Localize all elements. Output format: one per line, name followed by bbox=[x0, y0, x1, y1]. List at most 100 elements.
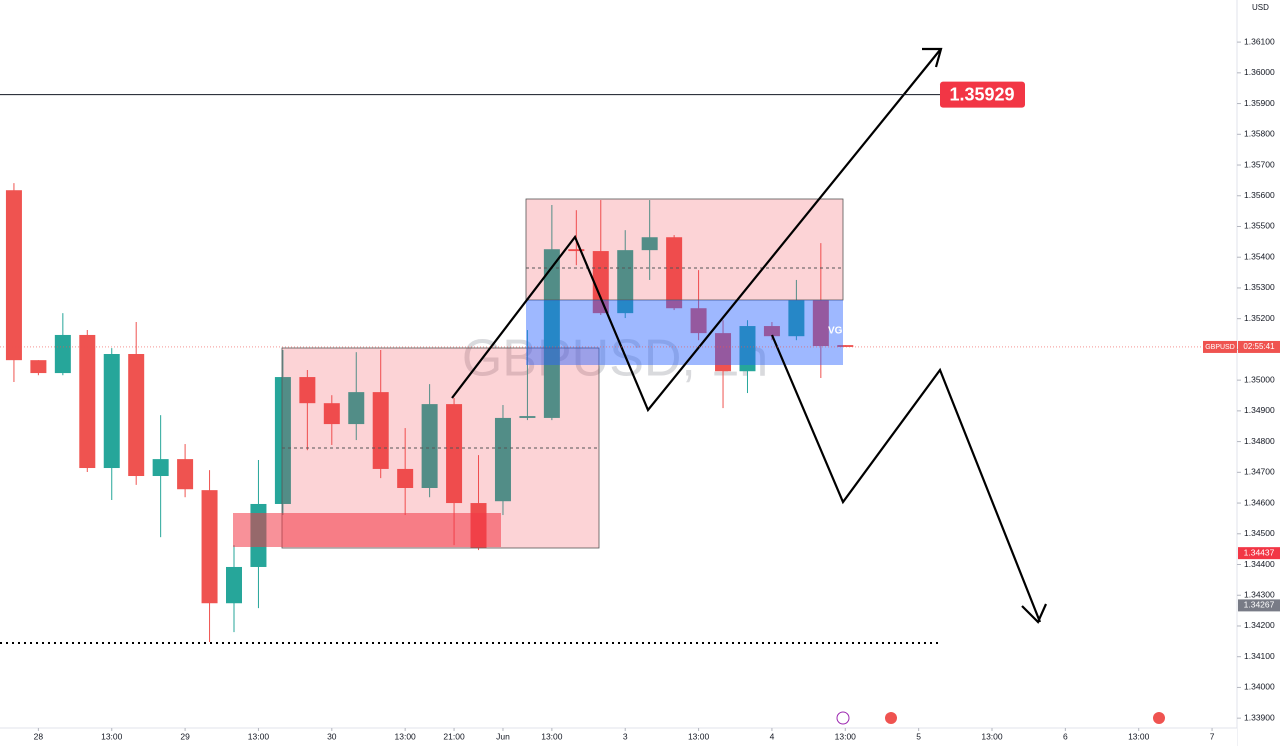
x-tick-label: 28 bbox=[34, 731, 44, 741]
target-label: 1.35929 bbox=[949, 84, 1014, 104]
candle-body bbox=[568, 249, 585, 252]
y-tick-label: 1.35700 bbox=[1244, 159, 1275, 169]
candle-body bbox=[617, 250, 634, 314]
axis-marker-label: 1.34267 bbox=[1244, 600, 1275, 610]
event-icon bbox=[836, 711, 850, 725]
y-tick-label: 1.34800 bbox=[1244, 436, 1275, 446]
candle-body bbox=[739, 326, 756, 372]
x-tick-label: 13:00 bbox=[688, 731, 710, 741]
x-tick-label: 3 bbox=[623, 731, 628, 741]
y-tick-label: 1.36000 bbox=[1244, 67, 1275, 77]
y-tick-label: 1.35500 bbox=[1244, 221, 1275, 231]
candle-body bbox=[128, 354, 145, 477]
x-tick-label: 7 bbox=[1210, 731, 1215, 741]
target-badge bbox=[940, 81, 1025, 108]
x-tick-label: 4 bbox=[770, 731, 775, 741]
candle-body bbox=[323, 403, 340, 425]
y-tick-label: 1.35400 bbox=[1244, 251, 1275, 261]
y-tick-label: 1.33900 bbox=[1244, 712, 1275, 722]
y-tick-label: 1.34200 bbox=[1244, 620, 1275, 630]
candle-body bbox=[30, 360, 47, 374]
x-tick-label: 5 bbox=[916, 731, 921, 741]
candle-body bbox=[592, 251, 609, 314]
x-tick-label: 13:00 bbox=[395, 731, 417, 741]
x-tick-label: 13:00 bbox=[541, 731, 563, 741]
y-tick-label: 1.34600 bbox=[1244, 497, 1275, 507]
candle-body bbox=[666, 237, 683, 309]
x-tick-label: 13:00 bbox=[835, 731, 857, 741]
candle-body bbox=[715, 333, 732, 372]
y-tick-label: 1.35900 bbox=[1244, 98, 1275, 108]
candle-body bbox=[226, 566, 243, 604]
candle-body bbox=[274, 377, 291, 504]
y-tick-label: 1.34100 bbox=[1244, 651, 1275, 661]
candle-body bbox=[152, 459, 169, 477]
candle-body bbox=[372, 392, 389, 469]
candle-body bbox=[397, 468, 414, 488]
countdown-badge bbox=[1238, 340, 1280, 353]
order-block bbox=[525, 198, 844, 301]
y-tick-label: 1.35800 bbox=[1244, 129, 1275, 139]
price-axis bbox=[1237, 0, 1280, 746]
y-tick-label: 1.35600 bbox=[1244, 190, 1275, 200]
candle-body bbox=[79, 334, 96, 469]
arrow-head bbox=[1021, 603, 1048, 624]
axis-marker bbox=[1238, 547, 1280, 560]
x-tick-label: 13:00 bbox=[981, 731, 1003, 741]
symbol-badge bbox=[1203, 340, 1237, 353]
y-tick-label: 1.36100 bbox=[1244, 36, 1275, 46]
zone-label: VG bbox=[828, 326, 843, 337]
candle-body bbox=[299, 377, 316, 404]
candle-body bbox=[103, 354, 120, 469]
x-tick-label: 6 bbox=[1063, 731, 1068, 741]
candle-body bbox=[543, 249, 560, 418]
event-icon bbox=[885, 712, 897, 724]
candle-body bbox=[788, 300, 805, 337]
symbol-label: GBPUSD bbox=[1205, 344, 1235, 351]
currency: USD bbox=[1252, 3, 1269, 12]
candle-body bbox=[763, 326, 780, 337]
candle-body bbox=[494, 417, 511, 502]
x-tick-label: 30 bbox=[327, 731, 337, 741]
y-tick-label: 1.34500 bbox=[1244, 528, 1275, 538]
y-tick-label: 1.35200 bbox=[1244, 313, 1275, 323]
drawings: VG 1.35929 bbox=[0, 47, 1048, 644]
x-tick-label: 13:00 bbox=[101, 731, 123, 741]
candle-body bbox=[519, 416, 536, 418]
candle-body bbox=[812, 300, 829, 347]
y-tick-label: 1.34000 bbox=[1244, 682, 1275, 692]
candle-body bbox=[5, 190, 22, 361]
candle-body bbox=[421, 404, 438, 488]
candle-body bbox=[690, 308, 707, 334]
x-tick-label: 13:00 bbox=[1128, 731, 1150, 741]
time-axis bbox=[0, 728, 1237, 746]
axis-marker bbox=[1238, 599, 1280, 612]
demand-zone bbox=[233, 513, 501, 547]
y-tick-label: 1.34900 bbox=[1244, 405, 1275, 415]
countdown-label: 02:55:41 bbox=[1243, 342, 1275, 351]
y-tick-label: 1.34300 bbox=[1244, 589, 1275, 599]
fvg-zone bbox=[526, 300, 843, 365]
x-tick-label: 29 bbox=[180, 731, 190, 741]
candle-body bbox=[177, 459, 194, 490]
x-tick-label: Jun bbox=[496, 731, 510, 741]
candle-body bbox=[54, 334, 71, 374]
bearish-path bbox=[770, 334, 1042, 623]
event-icon bbox=[1153, 712, 1165, 724]
candle-body bbox=[201, 490, 218, 604]
candle-body bbox=[837, 345, 854, 347]
candle-body bbox=[641, 237, 658, 251]
arrow-head bbox=[922, 47, 943, 68]
x-tick-label: 13:00 bbox=[248, 731, 270, 741]
axis-marker-label: 1.34437 bbox=[1244, 547, 1275, 557]
x-tick-label: 21:00 bbox=[443, 731, 465, 741]
candles bbox=[5, 183, 854, 642]
y-tick-label: 1.34400 bbox=[1244, 559, 1275, 569]
bullish-path bbox=[451, 49, 941, 413]
y-tick-label: 1.34700 bbox=[1244, 467, 1275, 477]
y-tick-label: 1.35300 bbox=[1244, 282, 1275, 292]
candle-body bbox=[446, 404, 463, 504]
y-tick-label: 1.35000 bbox=[1244, 374, 1275, 384]
